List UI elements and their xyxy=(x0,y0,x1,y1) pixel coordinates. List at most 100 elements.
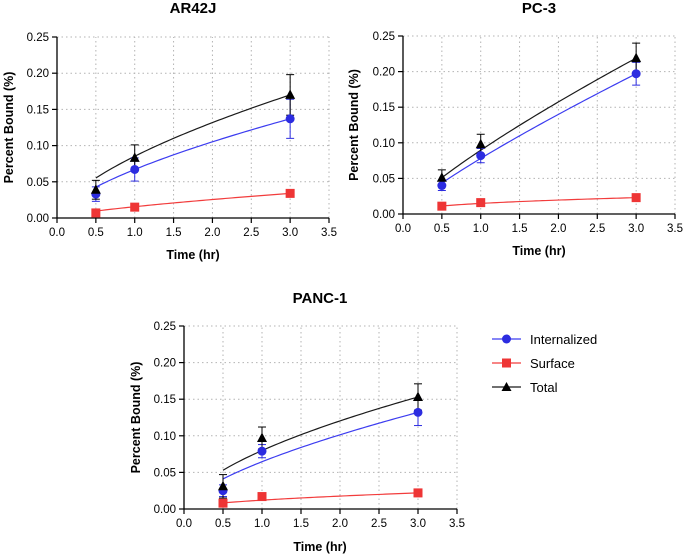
legend: Internalized Surface Total xyxy=(492,332,597,395)
fit-curve-total xyxy=(222,396,419,471)
grid xyxy=(57,36,330,218)
y-tick-label: 0.05 xyxy=(373,173,395,185)
chart-title: AR42J xyxy=(170,0,217,17)
data-point-total xyxy=(257,432,267,442)
chart-panel-pc-3: PC-3 Time (hr) Percent Bound (%) 0.0 0.5 1… xyxy=(347,0,683,258)
x-axis-label: Time (hr) xyxy=(293,540,346,554)
y-tick-label: 0.15 xyxy=(373,102,395,114)
fit-curve-surface xyxy=(95,192,291,212)
fit-curve-internalized xyxy=(441,73,637,184)
data-point-total xyxy=(129,152,140,162)
data-point-total xyxy=(90,184,101,194)
chart-title: PANC-1 xyxy=(293,290,348,307)
data-point-internalized xyxy=(285,114,295,124)
legend-label: Surface xyxy=(530,356,575,371)
y-tick-label: 0.00 xyxy=(27,213,49,225)
fit-curve-surface xyxy=(222,492,419,504)
data-point-internalized xyxy=(476,151,486,161)
y-tick-label: 0.15 xyxy=(27,104,49,116)
x-axis-label: Time (hr) xyxy=(166,248,219,262)
data-point-surface xyxy=(437,201,447,211)
x-tick-label: 2.0 xyxy=(204,227,220,239)
data-point-internalized xyxy=(437,181,447,191)
y-axis-label: Percent Bound (%) xyxy=(2,72,16,184)
x-tick-label: 0.0 xyxy=(395,223,411,235)
data-point-surface xyxy=(285,188,295,198)
x-tick-label: 3.5 xyxy=(667,223,683,235)
y-tick-label: 0.25 xyxy=(27,32,49,44)
data-point-total xyxy=(475,138,486,149)
x-tick-label: 0.5 xyxy=(215,518,231,530)
y-axis-label: Percent Bound (%) xyxy=(129,362,143,474)
x-tick-label: 1.5 xyxy=(293,518,309,530)
chart-title: PC-3 xyxy=(522,0,556,17)
y-tick-label: 0.00 xyxy=(154,504,176,516)
data-point-surface xyxy=(476,198,486,208)
x-tick-label: 3.0 xyxy=(282,227,298,239)
fit-curve-total xyxy=(95,94,291,179)
y-axis-label: Percent Bound (%) xyxy=(347,69,361,181)
fit-curve-internalized xyxy=(95,118,291,188)
x-tick-label: 2.0 xyxy=(550,223,566,235)
x-tick-label: 2.5 xyxy=(243,227,259,239)
data-point-internalized xyxy=(631,69,641,79)
x-tick-label: 1.5 xyxy=(166,227,182,239)
x-tick-label: 3.5 xyxy=(321,227,337,239)
x-tick-label: 0.5 xyxy=(88,227,104,239)
legend-label: Internalized xyxy=(530,332,597,347)
x-tick-label: 2.5 xyxy=(589,223,605,235)
y-tick-label: 0.10 xyxy=(373,138,395,150)
x-tick-label: 0.0 xyxy=(49,227,65,239)
legend-triangle-marker xyxy=(501,382,512,391)
x-tick-label: 3.5 xyxy=(449,518,465,530)
data-point-surface xyxy=(257,492,267,502)
data-point-total xyxy=(436,172,447,182)
x-axis-label: Time (hr) xyxy=(512,244,565,258)
y-tick-label: 0.05 xyxy=(27,177,49,189)
data-point-internalized xyxy=(257,446,267,456)
legend-item-internalized: Internalized xyxy=(492,332,597,347)
x-tick-label: 1.0 xyxy=(254,518,270,530)
y-tick-label: 0.25 xyxy=(154,321,176,333)
y-tick-label: 0.10 xyxy=(27,141,49,153)
y-tick-label: 0.20 xyxy=(373,67,395,79)
data-point-total xyxy=(285,89,296,99)
x-tick-label: 1.0 xyxy=(127,227,143,239)
y-tick-label: 0.25 xyxy=(373,31,395,43)
y-tick-label: 0.20 xyxy=(27,68,49,80)
chart-panel-panc-1: PANC-1 Time (hr) Percent Bound (%) 0.0 0.… xyxy=(129,290,465,554)
y-tick-label: 0.05 xyxy=(154,467,176,479)
data-point-surface xyxy=(130,202,140,212)
legend-circle-marker xyxy=(502,334,511,344)
data-point-total xyxy=(218,480,228,491)
fit-curve-surface xyxy=(441,197,637,207)
x-tick-label: 1.5 xyxy=(512,223,528,235)
legend-item-total: Total xyxy=(492,380,558,395)
x-tick-label: 2.0 xyxy=(332,518,348,530)
chart-panel-ar42j: AR42J Time (hr) Percent Bound (%) 0.0 0.5… xyxy=(2,0,337,262)
y-tick-label: 0.15 xyxy=(154,394,176,406)
data-point-internalized xyxy=(413,407,423,417)
x-tick-label: 3.0 xyxy=(410,518,426,530)
x-tick-label: 2.5 xyxy=(371,518,387,530)
data-point-surface xyxy=(631,193,641,203)
x-tick-label: 3.0 xyxy=(628,223,644,235)
data-point-surface xyxy=(91,208,101,218)
fit-curve-internalized xyxy=(222,411,419,480)
legend-square-marker xyxy=(502,358,511,368)
data-point-total xyxy=(631,52,642,63)
x-tick-label: 1.0 xyxy=(473,223,489,235)
data-point-surface xyxy=(413,488,423,498)
legend-item-surface: Surface xyxy=(492,356,575,371)
data-point-surface xyxy=(218,498,228,508)
data-point-internalized xyxy=(130,164,140,174)
y-tick-label: 0.10 xyxy=(154,431,176,443)
fit-curve-total xyxy=(441,57,637,179)
y-tick-label: 0.20 xyxy=(154,358,176,370)
x-tick-label: 0.5 xyxy=(434,223,450,235)
legend-label: Total xyxy=(530,380,558,395)
data-point-total xyxy=(413,391,423,402)
grid xyxy=(184,325,458,509)
x-tick-label: 0.0 xyxy=(176,518,192,530)
